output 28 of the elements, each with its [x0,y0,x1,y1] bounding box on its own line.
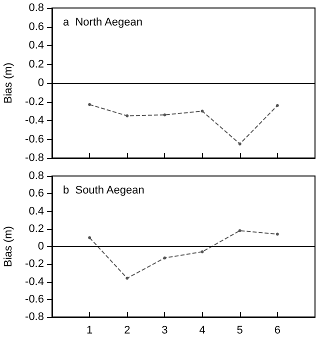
y-tick-label: 0 [38,77,44,89]
y-tick-label: -0.6 [25,133,44,146]
y-axis-title: Bias (m) [2,62,15,104]
y-tick-label: -0.4 [25,114,44,126]
y-tick-label: -0.2 [25,258,44,270]
y-tick-label: -0.8 [25,311,44,323]
y-tick-label: 0.4 [28,205,44,218]
y-tick-label: -0.4 [25,276,44,288]
y-tick-label: 0.2 [28,58,44,70]
text: b South Aegean [63,184,144,196]
y-axis-title: Bias (m) [2,226,15,267]
x-tick-label: 3 [162,324,168,336]
x-tick-label: 5 [236,324,243,336]
y-tick-label: 0.2 [28,222,44,235]
y-tick-label: 0 [38,240,44,252]
y-tick-label: 0.6 [28,20,44,33]
y-tick-label: 0.8 [28,2,44,14]
y-tick-label: -0.2 [25,96,44,108]
text: a North Aegean [63,16,143,28]
x-tick-label: 4 [199,324,206,336]
x-tick-label: 6 [274,324,280,336]
y-tick-label: -0.8 [25,152,44,164]
y-tick-label: 0.4 [28,40,44,52]
x-tick-label: 2 [124,324,130,336]
y-tick-label: 0.6 [28,188,44,200]
x-tick-label: 1 [86,324,93,336]
y-tick-label: 0.8 [28,170,44,182]
y-tick-label: -0.6 [25,293,44,306]
